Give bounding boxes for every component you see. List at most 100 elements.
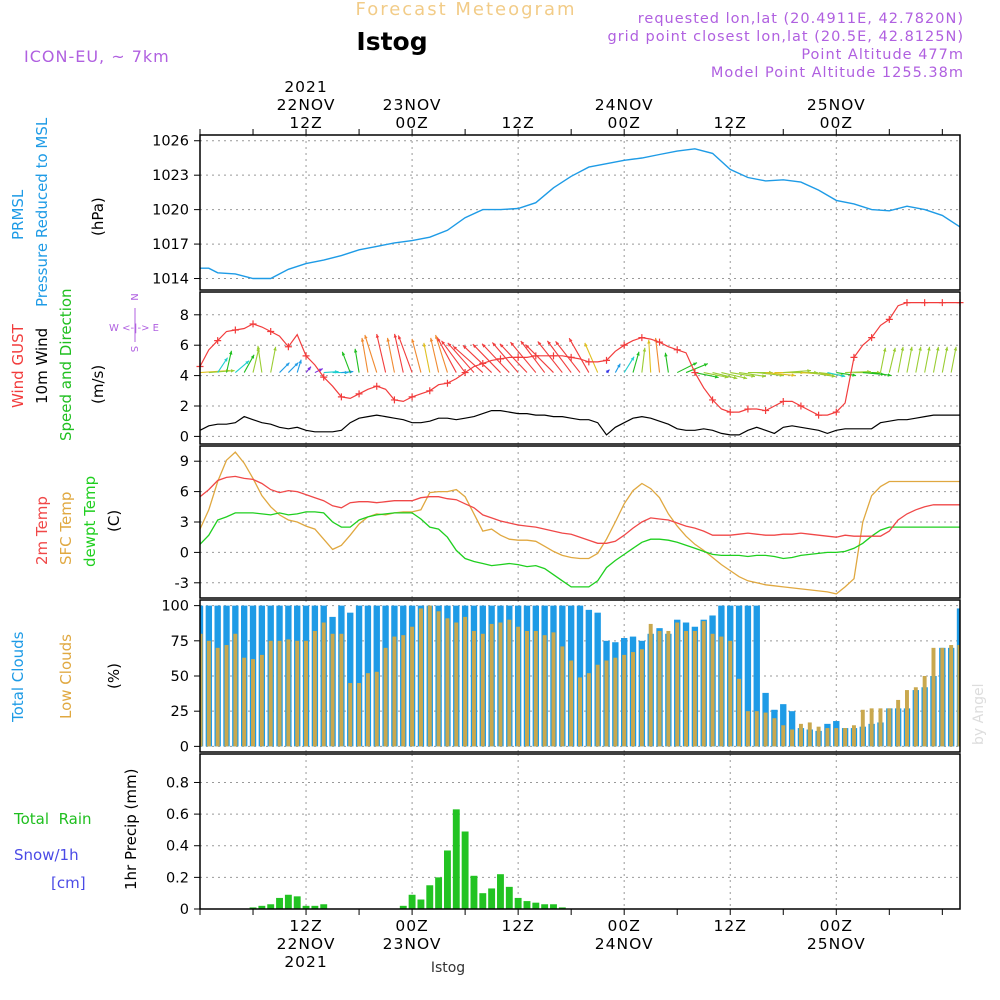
wind-vector [641,347,646,373]
wind-vector [655,337,661,373]
low-cloud-bar [418,608,423,747]
low-cloud-bar [480,633,485,747]
wind-unit: (m/s) [89,365,107,404]
low-cloud-bar [790,729,795,747]
watermark: by Angel [971,684,987,745]
wind-vector-head [285,362,290,367]
low-cloud-bar [224,645,229,747]
wind-vector-head [256,345,261,350]
gust-marker [532,352,540,360]
total-cloud-bar [576,605,584,747]
low-cloud-bar [719,636,724,747]
low-cloud-bar [772,718,777,747]
wind-vector [354,348,360,373]
gust-marker [408,393,416,401]
low-cloud-bar [728,640,733,747]
low-cloud-bar [834,728,839,747]
y-tick-label: 75 [171,634,189,650]
wind-vector-head [482,343,486,348]
wind-vector-head [584,342,588,347]
wind-vector-head [605,369,610,374]
low-cloud-bar [949,645,954,747]
wind-vector [257,345,263,373]
low-cloud-bar [913,687,918,747]
low-cloud-bar [922,676,927,747]
low-cloud-bar [516,626,521,747]
low-cloud-bar [507,619,512,747]
low-cloud-bar [631,652,635,747]
wind-vector [397,335,413,373]
low-cloud-bar [657,630,662,747]
low-cloud-bar [613,657,618,747]
top-time-label: 2021 [284,78,327,96]
temp2m-line [199,475,960,544]
low-cloud-bar [816,726,821,747]
wind-vector-head [342,351,346,356]
wind-vector-head [349,370,354,374]
gust-marker [744,405,752,413]
rain-bar [276,897,283,909]
low-cloud-bar [754,711,759,747]
wind-vector [915,346,922,373]
wind-vector-head [887,373,892,377]
temp2m-label: 2m Temp [33,496,51,565]
gust-marker [249,320,257,328]
gust-marker [373,382,381,390]
wind-vector-head [936,346,940,351]
rain-bar [550,904,557,909]
low-cloud-bar [321,622,326,747]
gust-marker [426,387,434,395]
rain-bar [514,897,522,909]
low-cloud-bar [957,645,960,747]
low-cloud-bar [560,646,565,747]
wind-vector [361,337,369,373]
low-cloud-bar [392,636,397,747]
low-cloud-bar [215,647,220,747]
pressure-line [200,148,961,280]
wind-vector-head [900,346,905,351]
gust-marker [461,369,469,377]
low-cloud-bar [498,622,503,747]
gust-marker [496,355,504,363]
total-cloud-bar [788,711,796,747]
y-tick-label: 4 [180,369,189,385]
low-cloud-bar [357,683,362,747]
wind-vector [694,372,719,379]
model-altitude: Model Point Altitude 1255.38m [711,65,964,81]
wind-vector-head [492,342,496,347]
low-cloud-bar [489,623,494,747]
wind-vector-head [791,373,796,377]
wind-vector [738,372,766,378]
gust-marker [284,343,292,351]
wind-vector-head [918,346,922,351]
low-cloud-bar [887,708,892,747]
point-altitude: Point Altitude 477m [801,47,964,63]
wind-vector-head [230,369,235,373]
rain-bar [267,904,275,909]
total-cloud-bar [735,605,743,747]
y-tick-label: 6 [180,338,189,354]
wind-vector [386,337,395,373]
y-tick-label: 0.6 [166,807,189,823]
wind-vector [783,370,812,374]
low-cloud-bar [905,690,909,747]
rain-bar [523,901,531,909]
footer-station: Istog [431,960,465,976]
precip-unit: 1hr Precip (mm) [122,769,140,890]
wind-vector [712,372,738,380]
low-cloud-bar [639,649,644,747]
low-cloud-bar [692,630,697,747]
y-tick-label: 25 [171,704,189,720]
gust-marker [302,352,310,360]
wind-vector [568,337,590,373]
wind-vector [411,338,422,373]
y-tick-label: -3 [175,576,189,592]
temp-panel-frame [199,445,961,599]
wind-vector-head [224,357,228,362]
station-title: Istog [356,27,427,56]
low-cloud-bar [940,647,945,747]
low-cloud-bar [843,728,848,747]
wind-vector-head [693,362,697,366]
wind-vector-head [245,360,250,365]
y-tick-label: 0.2 [166,870,189,886]
